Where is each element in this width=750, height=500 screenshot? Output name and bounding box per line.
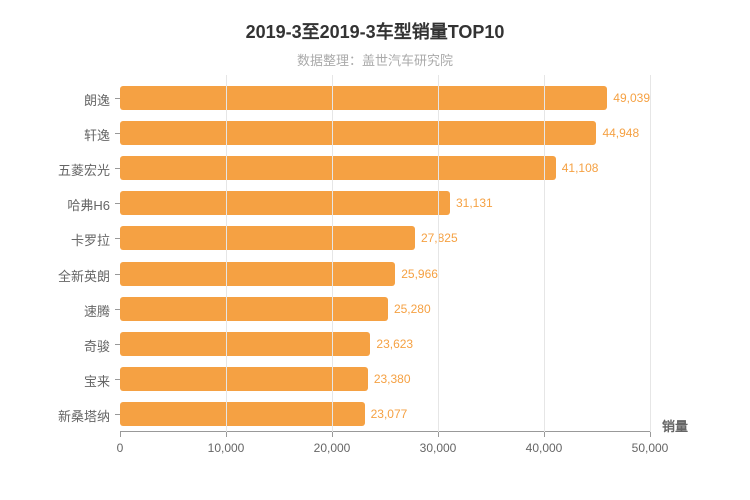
x-tick-label: 0 — [117, 441, 124, 455]
y-category-label: 哈弗H6 — [0, 195, 110, 214]
bar-row: 41,108 — [120, 150, 650, 185]
x-tick — [332, 432, 333, 437]
x-tick-label: 20,000 — [314, 441, 351, 455]
x-tick-label: 30,000 — [420, 441, 457, 455]
y-tick — [115, 274, 120, 275]
bar-value-label: 23,623 — [376, 337, 413, 351]
y-category-label: 朗逸 — [0, 90, 110, 109]
bar-row: 44,948 — [120, 115, 650, 150]
bar — [120, 156, 556, 180]
y-tick — [115, 344, 120, 345]
x-tick — [544, 432, 545, 437]
x-tick-label: 10,000 — [208, 441, 245, 455]
x-tick-label: 50,000 — [632, 441, 669, 455]
bar — [120, 297, 388, 321]
gridline — [650, 75, 651, 432]
y-category-label: 奇骏 — [0, 336, 110, 355]
chart-title: 2019-3至2019-3车型销量TOP10 — [0, 0, 750, 44]
y-category-label: 卡罗拉 — [0, 230, 110, 249]
bar-value-label: 44,948 — [602, 126, 639, 140]
bar — [120, 191, 450, 215]
bars-group: 49,039 44,948 41,108 31,131 27,825 25,966 25,2… — [120, 80, 650, 432]
x-axis-title: 销量 — [662, 416, 688, 435]
bar-value-label: 31,131 — [456, 196, 493, 210]
y-tick — [115, 309, 120, 310]
y-tick — [115, 203, 120, 204]
x-tick-label: 40,000 — [526, 441, 563, 455]
bar — [120, 367, 368, 391]
y-tick — [115, 168, 120, 169]
y-category-label: 速腾 — [0, 301, 110, 320]
x-tick — [438, 432, 439, 437]
bar — [120, 262, 395, 286]
bar-value-label: 49,039 — [613, 91, 650, 105]
bar-row: 25,280 — [120, 291, 650, 326]
bar — [120, 402, 365, 426]
bar-row: 49,039 — [120, 80, 650, 115]
gridline — [226, 75, 227, 432]
x-tick — [120, 432, 121, 437]
x-tick — [226, 432, 227, 437]
y-category-label: 宝来 — [0, 371, 110, 390]
gridline — [332, 75, 333, 432]
y-category-label: 全新英朗 — [0, 266, 110, 285]
bar-row: 31,131 — [120, 186, 650, 221]
y-tick — [115, 133, 120, 134]
bar-value-label: 27,825 — [421, 231, 458, 245]
bar-row: 27,825 — [120, 221, 650, 256]
bar — [120, 226, 415, 250]
bar — [120, 121, 596, 145]
y-tick — [115, 238, 120, 239]
bar-value-label: 23,380 — [374, 372, 411, 386]
chart-container: 2019-3至2019-3车型销量TOP10 数据整理：盖世汽车研究院 49,0… — [0, 0, 750, 500]
bar-value-label: 25,966 — [401, 267, 438, 281]
bar-row: 25,966 — [120, 256, 650, 291]
y-tick — [115, 379, 120, 380]
gridline — [544, 75, 545, 432]
y-category-label: 轩逸 — [0, 125, 110, 144]
bar-value-label: 41,108 — [562, 161, 599, 175]
bar — [120, 86, 607, 110]
bar-value-label: 25,280 — [394, 302, 431, 316]
bar-row: 23,077 — [120, 397, 650, 432]
bar-value-label: 23,077 — [371, 407, 408, 421]
plot-area: 49,039 44,948 41,108 31,131 27,825 25,966 25,2… — [120, 75, 650, 455]
x-tick — [650, 432, 651, 437]
y-tick — [115, 98, 120, 99]
y-tick — [115, 414, 120, 415]
bar-row: 23,380 — [120, 362, 650, 397]
gridline — [438, 75, 439, 432]
y-category-label: 五菱宏光 — [0, 160, 110, 179]
bar-row: 23,623 — [120, 326, 650, 361]
y-category-label: 新桑塔纳 — [0, 406, 110, 425]
chart-subtitle: 数据整理：盖世汽车研究院 — [0, 44, 750, 69]
